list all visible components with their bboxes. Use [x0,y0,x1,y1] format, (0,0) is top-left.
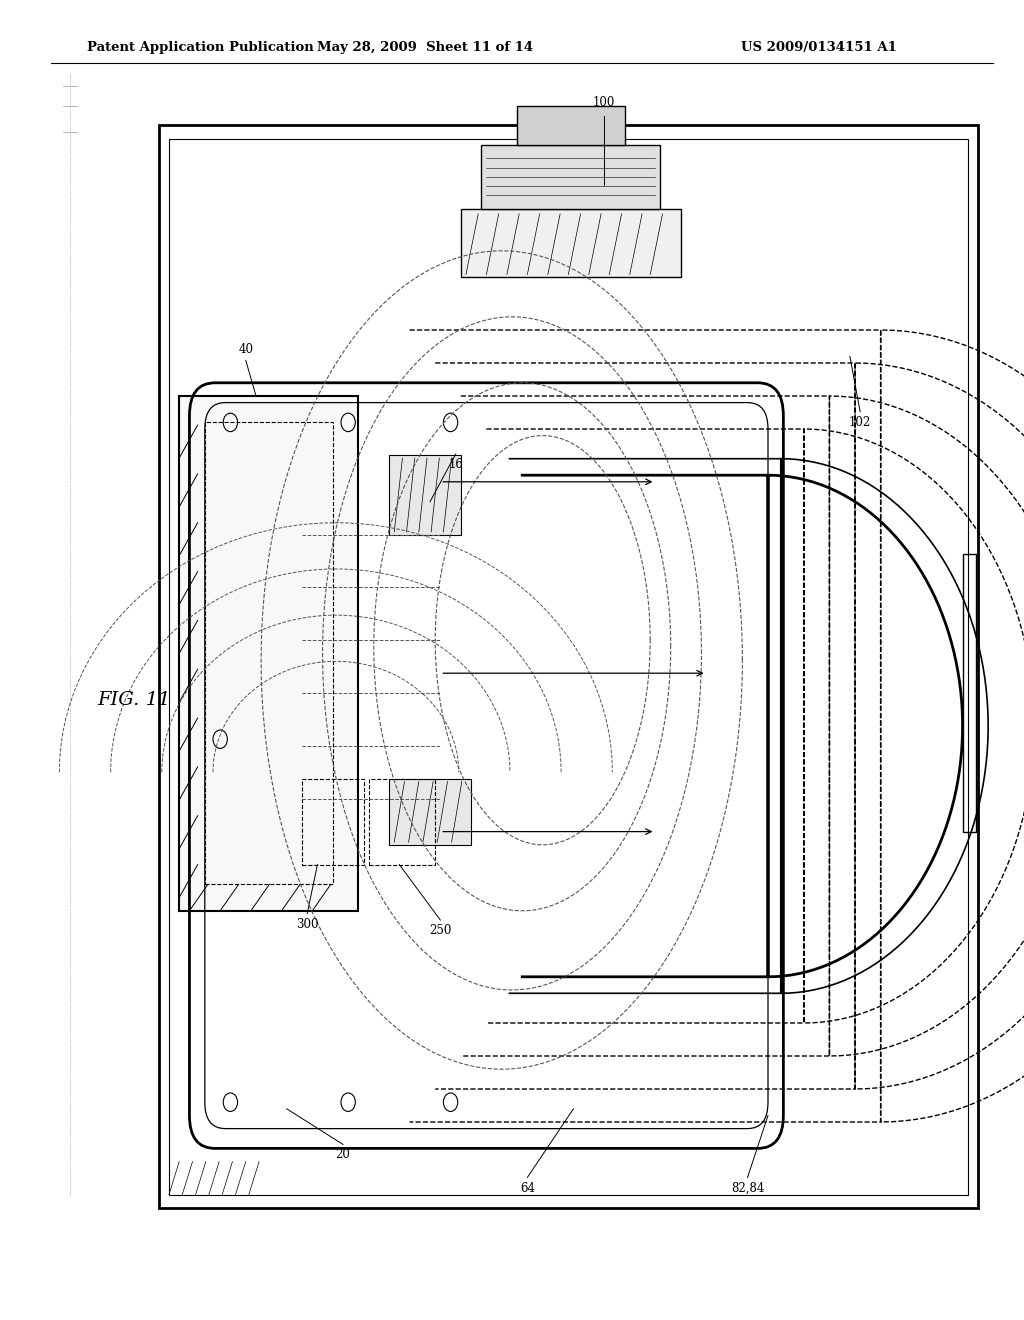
Text: US 2009/0134151 A1: US 2009/0134151 A1 [741,41,897,54]
Bar [205,422,333,884]
Text: 40: 40 [239,343,253,356]
Bar [963,554,976,832]
Text: 82,84: 82,84 [731,1181,764,1195]
Bar [517,106,625,145]
Bar [481,145,660,209]
Text: 250: 250 [429,924,452,937]
Text: 300: 300 [296,917,318,931]
Text: 64: 64 [520,1181,535,1195]
Bar [389,779,471,845]
Bar [159,125,978,1208]
Text: 16: 16 [449,458,463,471]
Text: 20: 20 [336,1148,350,1162]
Bar [461,209,681,277]
Bar [179,396,358,911]
Text: 100: 100 [593,96,615,110]
Text: 102: 102 [849,416,871,429]
Text: May 28, 2009  Sheet 11 of 14: May 28, 2009 Sheet 11 of 14 [316,41,534,54]
Bar [302,779,364,865]
Bar [369,779,435,865]
Bar [389,455,461,535]
Text: FIG. 11: FIG. 11 [97,690,171,709]
Text: Patent Application Publication: Patent Application Publication [87,41,313,54]
Bar [169,139,968,1195]
